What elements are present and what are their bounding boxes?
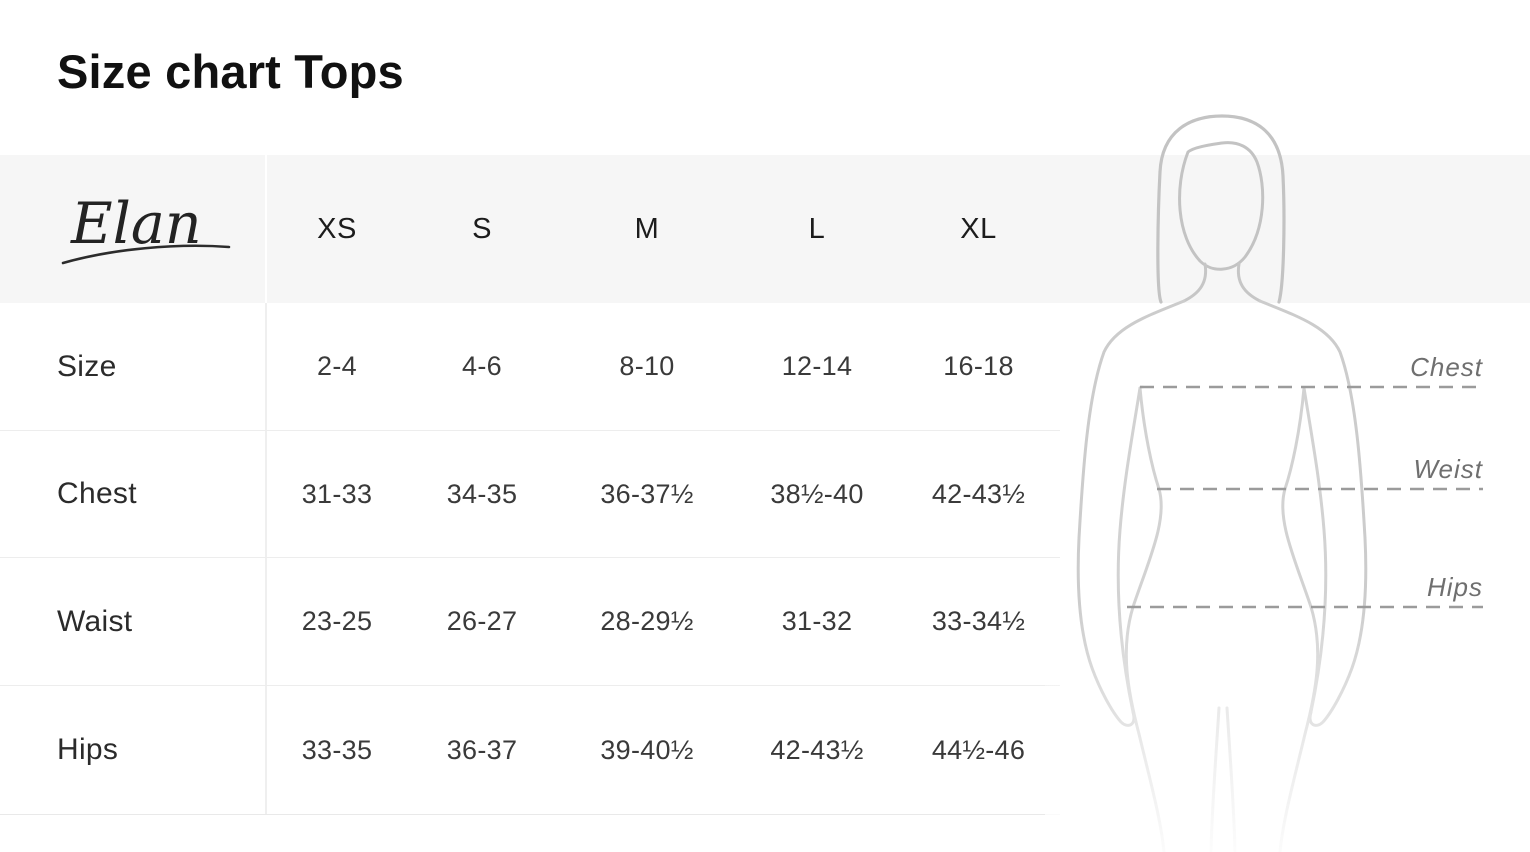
- column-header-l: L: [808, 212, 826, 245]
- size-cell: 12-14: [781, 351, 853, 381]
- column-header-m: M: [634, 212, 660, 245]
- size-cell: 8-10: [619, 351, 675, 381]
- page-title: Size chart Tops: [57, 45, 404, 98]
- waist-cell: 28-29½: [600, 606, 694, 636]
- table-row-size: Size 2-4 4-6 8-10 12-14 16-18: [0, 303, 1060, 430]
- chest-cell: 42-43½: [931, 478, 1026, 509]
- body-silhouette-illustration: Chest Weist Hips: [1045, 114, 1484, 852]
- hips-measure-label: Hips: [1427, 572, 1483, 602]
- size-cell: 16-18: [943, 351, 1014, 381]
- chest-cell: 31-33: [301, 478, 373, 509]
- waist-cell: 31-32: [781, 606, 853, 636]
- waist-measure-label: Weist: [1413, 454, 1483, 484]
- neck-right-line: [1236, 262, 1262, 303]
- face-outline: [1178, 141, 1265, 271]
- hips-cell: 39-40½: [600, 734, 694, 765]
- chest-cell: 38½-40: [770, 478, 864, 509]
- table-row-waist: Waist 23-25 26-27 28-29½ 31-32 33-34½: [0, 557, 1060, 685]
- column-header-xs: XS: [317, 212, 357, 245]
- brand-logo-cell: Elan: [0, 155, 267, 303]
- chest-cell: 34-35: [446, 478, 518, 509]
- waist-cell: 33-34½: [931, 606, 1026, 636]
- hips-cell: 36-37: [446, 734, 518, 765]
- silhouette-fade-overlay: [1045, 600, 1435, 852]
- size-cell: 4-6: [462, 351, 502, 381]
- chest-cell: 36-37½: [600, 478, 694, 509]
- column-header-s: S: [472, 212, 492, 245]
- logo-underline: [61, 244, 231, 265]
- waist-cell: 26-27: [446, 606, 518, 636]
- table-header-band: [0, 155, 1530, 303]
- hair-outline: [1156, 114, 1286, 304]
- row-label-size: Size: [0, 303, 267, 430]
- neck-left-line: [1182, 262, 1208, 303]
- hips-cell: 33-35: [301, 734, 373, 765]
- table-row-hips: Hips 33-35 36-37 39-40½ 42-43½ 44½-46: [0, 685, 1060, 815]
- size-cell: 2-4: [317, 351, 357, 381]
- row-label-chest: Chest: [0, 431, 267, 557]
- row-label-hips: Hips: [0, 686, 267, 814]
- waist-cell: 23-25: [301, 606, 373, 636]
- table-row-chest: Chest 31-33 34-35 36-37½ 38½-40 42-43½: [0, 430, 1060, 557]
- brand-logo: Elan: [61, 191, 231, 265]
- header-row: Elan XS S M L XL: [0, 155, 1060, 303]
- size-table: Elan XS S M L XL Size 2-4 4-6 8-10 12-14…: [0, 155, 1060, 815]
- hips-cell: 42-43½: [770, 734, 864, 765]
- row-label-waist: Waist: [0, 558, 267, 685]
- column-header-xl: XL: [960, 212, 997, 245]
- hips-cell: 44½-46: [931, 734, 1026, 765]
- chest-measure-label: Chest: [1410, 352, 1484, 382]
